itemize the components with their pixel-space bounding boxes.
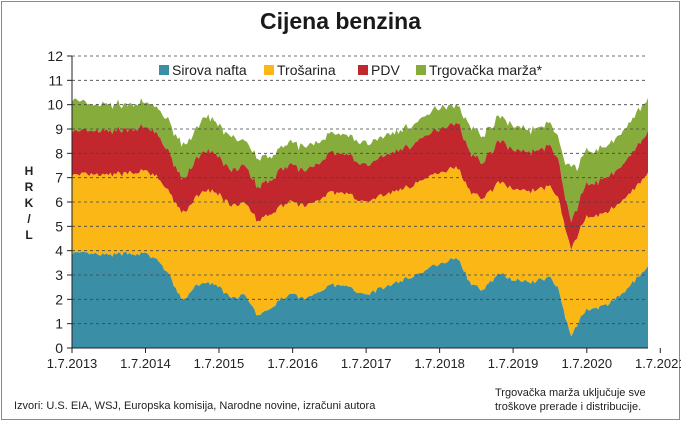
- legend-label: Trošarina: [277, 62, 336, 78]
- y-tick-label: 6: [55, 194, 63, 210]
- y-axis-label-char: /: [27, 212, 31, 226]
- x-tick-label: 1.7.2018: [414, 356, 465, 371]
- legend-swatch: [264, 65, 274, 75]
- margin-note: Trgovačka marža uključuje sve troškove p…: [495, 387, 646, 413]
- legend: Sirova nafta Trošarina PDV Trgovačka marža*: [159, 62, 543, 78]
- x-tick-label: 1.7.2013: [47, 356, 98, 371]
- legend-label: PDV: [371, 62, 400, 78]
- stacked-areas: [72, 97, 648, 348]
- y-tick-label: 11: [48, 72, 63, 88]
- y-tick-label: 0: [55, 340, 63, 356]
- legend-label: Sirova nafta: [172, 62, 247, 78]
- y-axis-label-char: H: [25, 164, 34, 178]
- legend-swatch: [159, 65, 169, 75]
- y-tick-label: 10: [47, 97, 63, 113]
- x-tick-label: 1.7.2021: [635, 356, 681, 371]
- legend-label: Trgovačka marža*: [429, 62, 543, 78]
- y-tick-label: 5: [55, 218, 63, 234]
- y-tick-label: 2: [55, 291, 63, 307]
- y-tick-label: 4: [55, 243, 63, 259]
- legend-swatch: [358, 65, 368, 75]
- legend-swatch: [416, 65, 426, 75]
- y-tick-label: 12: [47, 48, 63, 64]
- y-tick-label: 9: [55, 121, 63, 137]
- y-axis-label-char: K: [25, 196, 34, 210]
- source-note: Izvori: U.S. EIA, WSJ, Europska komisija…: [14, 400, 376, 412]
- x-tick-label: 1.7.2014: [120, 356, 171, 371]
- y-tick-label: 1: [55, 316, 63, 332]
- chart-title: Cijena benzina: [259, 8, 422, 34]
- y-axis-label-char: L: [25, 228, 32, 242]
- y-axis-label-char: R: [25, 180, 34, 194]
- y-tick-label: 3: [55, 267, 63, 283]
- x-tick-label: 1.7.2016: [267, 356, 318, 371]
- gridlines: [72, 55, 648, 325]
- x-tick-label: 1.7.2019: [488, 356, 539, 371]
- y-axis-label: HRK / L: [25, 164, 34, 242]
- area-pdv: [72, 122, 648, 251]
- x-tick-label: 1.7.2020: [561, 356, 612, 371]
- y-tick-label: 7: [55, 170, 63, 186]
- x-tick-label: 1.7.2017: [341, 356, 392, 371]
- area-tro-arina: [72, 166, 648, 337]
- x-tick-label: 1.7.2015: [194, 356, 245, 371]
- y-tick-label: 8: [55, 145, 63, 161]
